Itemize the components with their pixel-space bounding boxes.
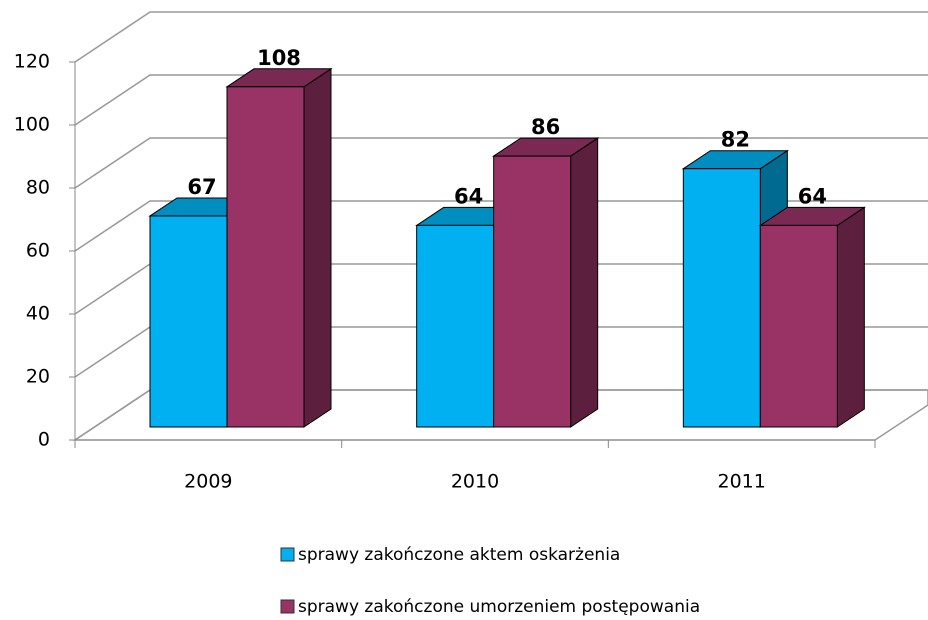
grid-line	[74, 74, 928, 126]
legend-label: sprawy zakończone aktem oskarżenia	[298, 545, 620, 565]
x-tick-label: 2009	[184, 471, 232, 493]
y-tick-label: 40	[26, 303, 50, 325]
value-label: 86	[531, 115, 560, 139]
y-tick-label: 20	[26, 366, 50, 388]
bar-side	[303, 67, 332, 428]
bar	[493, 155, 572, 428]
y-tick-label: 80	[26, 177, 50, 199]
value-label: 67	[187, 175, 216, 199]
grid-line	[74, 11, 928, 63]
legend-swatch	[280, 547, 295, 562]
x-tick-label: 2010	[451, 471, 499, 493]
value-label: 108	[257, 46, 301, 70]
value-label: 64	[454, 184, 483, 208]
bar	[149, 215, 228, 428]
grid-line	[74, 200, 928, 252]
bar-side	[836, 206, 865, 428]
y-tick-label: 0	[38, 429, 50, 451]
bar	[416, 224, 495, 428]
value-label: 82	[721, 128, 750, 152]
legend-swatch	[280, 599, 295, 614]
bar	[682, 168, 761, 428]
grid-line	[74, 137, 928, 189]
y-tick-label: 100	[14, 114, 50, 136]
y-tick-label: 60	[26, 240, 50, 262]
x-tick-label: 2011	[717, 471, 765, 493]
legend-label: sprawy zakończone umorzeniem postępowani…	[298, 597, 700, 617]
value-label: 64	[798, 184, 827, 208]
bar	[759, 224, 838, 428]
y-tick-label: 120	[14, 51, 50, 73]
bar-side	[570, 137, 599, 428]
bar	[226, 86, 305, 428]
